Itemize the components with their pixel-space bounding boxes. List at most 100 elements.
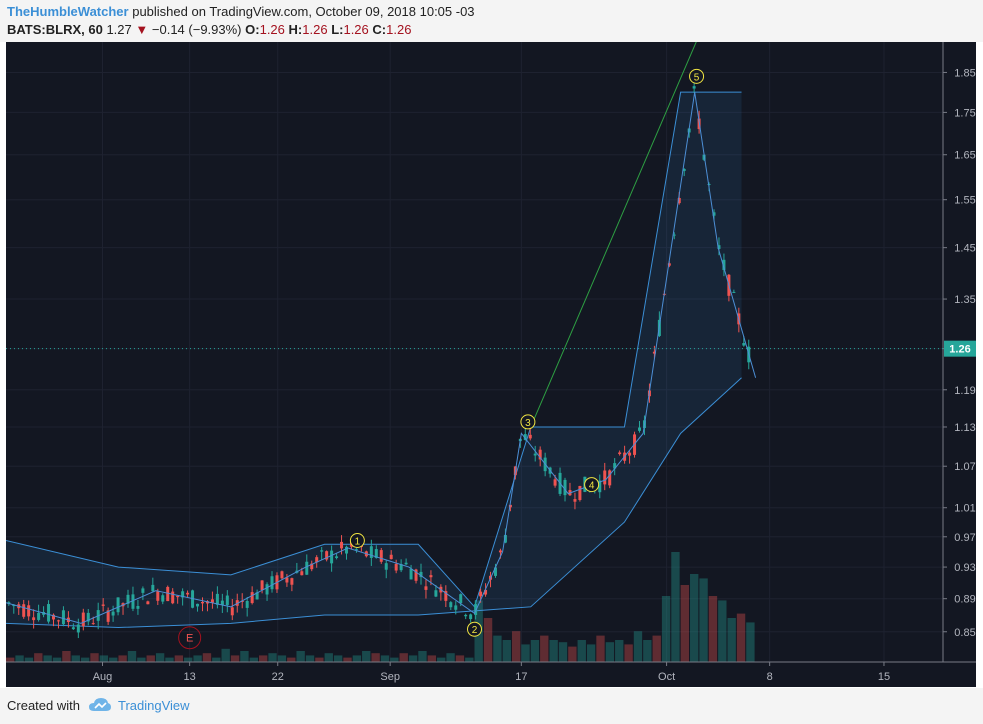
candle-body (22, 604, 26, 617)
candle-body (598, 480, 602, 493)
volume-bar (90, 653, 99, 662)
candle-body (310, 563, 314, 570)
candle-body (186, 592, 190, 595)
candle-body (61, 610, 65, 625)
candle-body (166, 586, 170, 602)
candle-body (563, 479, 567, 496)
volume-bar (483, 618, 493, 662)
volume-bar (718, 600, 727, 662)
price-tick-label: 0.85 (954, 627, 975, 639)
volume-bar (287, 657, 296, 662)
candle-body (116, 597, 120, 613)
candle-body (419, 571, 423, 578)
published-text: published on TradingView.com, October 09… (132, 4, 475, 19)
candle-body (369, 546, 373, 558)
candle-body (176, 595, 180, 598)
candle-body (692, 86, 696, 89)
volume-bar (268, 653, 277, 662)
volume-bar (34, 653, 43, 662)
candle-body (672, 234, 676, 236)
volume-bar (577, 640, 586, 662)
candle-body (474, 604, 478, 615)
candle-body (449, 602, 453, 608)
author-link[interactable]: TheHumbleWatcher (7, 4, 129, 19)
volume-bar (437, 657, 446, 662)
candle-body (315, 557, 319, 563)
volume-bar (530, 640, 540, 662)
volume-bar (352, 655, 362, 662)
candle-body (56, 620, 60, 622)
volume-bar (343, 657, 352, 662)
event-marker (178, 626, 202, 650)
candle-body (409, 568, 413, 580)
candle-body (444, 591, 448, 601)
price-tick-label: 1.45 (954, 243, 975, 255)
volume-bar (399, 653, 408, 662)
tradingview-link[interactable]: TradingView (118, 698, 190, 713)
ohlc-line: BATS:BLRX, 60 1.27 ▼ −0.14 (−9.93%) O:1.… (7, 22, 411, 37)
wave-label-circle (520, 414, 536, 430)
candle-body (27, 605, 31, 617)
candle-body (131, 594, 135, 609)
candle-body (305, 561, 309, 575)
price-tick-label: 0.93 (954, 562, 975, 574)
candle-body (429, 575, 433, 578)
candle-body (136, 605, 140, 609)
candle-body (414, 569, 418, 581)
volume-bar (596, 635, 605, 662)
candle-body (498, 550, 502, 553)
candle-body (86, 612, 90, 622)
time-tick-label: Oct (658, 671, 675, 683)
volume-bar (568, 646, 577, 662)
candle-body (628, 452, 632, 456)
candlesticks (7, 82, 751, 639)
volume-bar (137, 657, 146, 662)
wave-label: 1 (355, 537, 361, 548)
volume-bar (362, 651, 371, 662)
candle-body (210, 599, 214, 603)
candle-body (742, 343, 746, 346)
price-tick-label: 0.89 (954, 594, 975, 606)
candle-body (394, 563, 398, 571)
candle-body (106, 610, 110, 622)
candle-body (37, 612, 41, 620)
wave-label-circle (467, 621, 482, 637)
candle-body (290, 578, 294, 585)
price-channel (6, 91, 742, 629)
volume-bar (296, 651, 305, 662)
tradingview-cloud-icon[interactable] (88, 697, 112, 713)
candle-body (618, 452, 622, 455)
candle-body (354, 549, 358, 551)
candle-body (196, 603, 200, 607)
wave-label-circle (349, 533, 365, 549)
time-tick-label: 22 (272, 671, 284, 683)
volume-bar (643, 640, 652, 662)
candle-body (265, 584, 269, 595)
volume-bar (24, 657, 34, 662)
volume-bar (427, 655, 437, 662)
volume-bar (493, 635, 502, 662)
volume-bar (71, 655, 80, 662)
chart-header: TheHumbleWatcher published on TradingVie… (0, 0, 983, 42)
volume-bar (699, 578, 708, 662)
candle-body (503, 535, 507, 543)
elliott-wave: 1 2 3 4 5 E (6, 42, 757, 650)
candle-body (171, 591, 175, 604)
volume-bar (202, 653, 212, 662)
price-change: −0.14 (−9.93%) (151, 22, 242, 37)
candle-body (260, 580, 264, 590)
high-label: H: (288, 22, 303, 37)
volume-bar (558, 642, 568, 662)
volume-bar (52, 657, 62, 662)
candle-body (712, 212, 716, 216)
candle-body (52, 614, 56, 620)
volume-bar (502, 640, 511, 662)
volume-bar (708, 596, 718, 662)
candle-body (280, 571, 284, 579)
candle-body (325, 551, 329, 560)
price-tick-label: 1.19 (954, 385, 975, 397)
candle-body (379, 550, 383, 562)
volume-bar (736, 613, 746, 662)
candle-body (613, 463, 617, 469)
